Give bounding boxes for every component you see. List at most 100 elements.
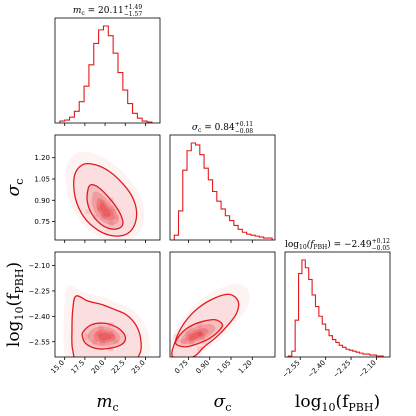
title-subscript: c [81,10,85,17]
x-tick-label: 15.0 [49,359,66,376]
title-upper-error: +0.11 [235,121,253,128]
density-core-fill [188,331,203,340]
axis-label-paren: (f [4,292,24,307]
x-tick-label: −2.25 [332,359,353,380]
density-outer-fill [171,294,239,357]
title-value: −2.49 [344,240,372,250]
histogram-step-line [173,142,273,240]
density-pixel [109,205,115,211]
x-tick-label: −2.55 [281,359,302,380]
axis-label-subscript: PBH [13,269,26,294]
density-core-fill [180,323,216,345]
contour-panel-sigma-logf [169,251,276,358]
contour-group [65,151,145,240]
density-pixel [189,339,195,345]
axis-label-log: log [4,320,24,347]
contour-line-inner [174,318,224,348]
x-tick-label: 17.5 [70,359,87,376]
density-core-fill [98,332,112,341]
y-tick-label: −2.10 [29,262,50,270]
density-halo [63,285,151,357]
y-tick-label: 0.75 [34,218,50,226]
density-pixel [197,346,203,352]
contour-group [170,283,250,357]
axis-label-subscript: c [13,179,26,185]
density-pixel [110,334,116,340]
density-core-fill [87,326,121,346]
contour-panel-mc-sigma [54,134,161,241]
density-pixel [173,334,179,340]
y-axis-label-sigma: σc [4,179,26,197]
density-pixel [202,339,208,345]
panel-background [170,135,275,240]
density-core-fill [96,198,115,221]
title-log-base: 10 [299,244,307,251]
title-sigma: σc = 0.84+0.11 −0.08 [192,121,253,135]
title-equals: = [201,123,214,133]
density-pixel [109,330,115,336]
x-tick-label: 25.0 [130,359,147,376]
title-value: 0.84 [215,123,235,133]
density-core-fill [87,184,124,230]
axis-label-subscript: c [112,401,118,414]
panel-frame [169,251,276,358]
x-tick-label: −2.10 [357,359,378,380]
density-pixel [113,214,119,220]
title-symbol: (f [307,239,316,250]
y-axis-label-logf: log10(fPBH) [4,262,26,347]
title-symbol: m [73,6,82,16]
panel-background [170,252,275,357]
panel-frame [54,17,161,124]
axis-label-close: ) [4,262,24,269]
title-upper-error: +1.49 [124,4,143,11]
density-pixel [84,334,90,340]
density-pixel [96,330,102,336]
title-subscript: PBH [314,244,328,251]
density-core-fill [93,329,116,343]
title-lower-error: −0.05 [372,245,391,252]
histogram-sigma [169,134,276,241]
contour-line-inner [86,183,124,230]
contour-line-outer [171,293,240,357]
y-tick-label: −2.25 [29,287,50,295]
y-tick-label: 0.90 [34,197,50,205]
axis-label-log: log [295,392,322,412]
density-pixel [98,325,104,331]
title-value: 20.11 [98,6,124,16]
y-tick-label: −2.55 [29,338,50,346]
density-pixel [197,322,203,328]
panel-background [55,18,160,123]
density-pixel [100,214,106,220]
title-subscript: c [198,127,202,134]
y-tick-label: −2.40 [29,313,50,321]
contour-line-outer [71,295,142,357]
title-upper-error: +0.12 [372,238,391,245]
density-core-fill [100,203,112,217]
axis-label-symbol: m [96,392,112,412]
histogram-step-line [59,25,153,123]
x-tick-label: 20.0 [90,359,107,376]
density-core-fill [91,191,119,225]
title-lower-error: −1.57 [124,11,143,18]
density-pixel [111,209,117,215]
title-symbol: σ [192,123,199,133]
title-logf: log10(fPBH) = −2.49+0.12 −0.05 [285,238,390,252]
axis-label-log-base: 10 [321,401,335,414]
axis-label-log-base: 10 [13,307,26,321]
axis-label-subscript: c [225,401,231,414]
density-pixel [185,330,191,336]
density-pixel [187,325,193,331]
axis-label-subscript: PBH [348,401,373,414]
density-pixel [113,339,119,345]
density-pixel [92,339,98,345]
x-axis-label-logf: log10(fPBH) [295,392,380,414]
panel-frame [284,251,391,358]
density-pixel [85,209,91,215]
title-equals: = [85,6,98,16]
x-axis-label-mc: mc [96,392,118,414]
x-tick-label: 22.5 [110,359,127,376]
histogram-mc [54,17,161,124]
x-tick-label: 1.05 [216,359,233,376]
title-lower-error: −0.08 [235,128,254,135]
